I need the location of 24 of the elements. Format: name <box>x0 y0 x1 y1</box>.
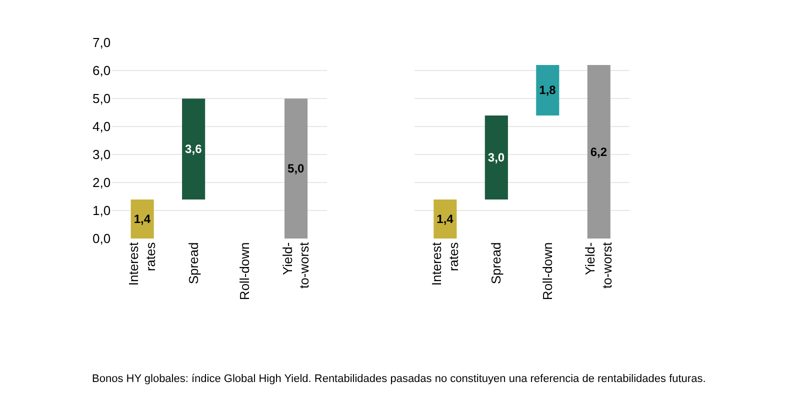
y-tick-label: 7,0 <box>92 35 111 50</box>
data-label: 6,2 <box>590 144 608 159</box>
text: Bonos HY globales: índice Global High Yield. Rentabilidades pasadas no constituyen una referencia de rentabilidades futuras. <box>92 373 706 385</box>
data-label: 1,4 <box>436 212 454 226</box>
y-tick-label: 0,0 <box>92 231 111 246</box>
x-tick-label: Yield-to-worst <box>280 242 312 288</box>
data-label: 1,4 <box>134 212 151 226</box>
x-tick-label: Roll-down <box>540 242 555 300</box>
data-label: 5,0 <box>288 162 305 176</box>
x-tick-label: Yield-to-worst <box>582 242 615 288</box>
x-tick-label: Roll-down <box>237 242 252 300</box>
x-tick-label: Spread <box>488 242 504 284</box>
x-tick-label: Interest rates <box>126 242 158 286</box>
data-label: 1,8 <box>539 83 556 98</box>
x-tick-label: Spread <box>186 242 201 284</box>
x-tick-label: Interest rates <box>428 242 461 286</box>
y-tick-label: 3,0 <box>92 147 111 162</box>
y-tick-label: 1,0 <box>92 203 111 218</box>
y-tick-label: 6,0 <box>92 63 111 78</box>
y-tick-label: 4,0 <box>92 119 111 134</box>
data-label: 3,6 <box>185 142 202 156</box>
y-tick-label: 5,0 <box>92 91 111 106</box>
data-label: 3,0 <box>488 150 505 164</box>
y-tick-label: 2,0 <box>92 175 111 190</box>
